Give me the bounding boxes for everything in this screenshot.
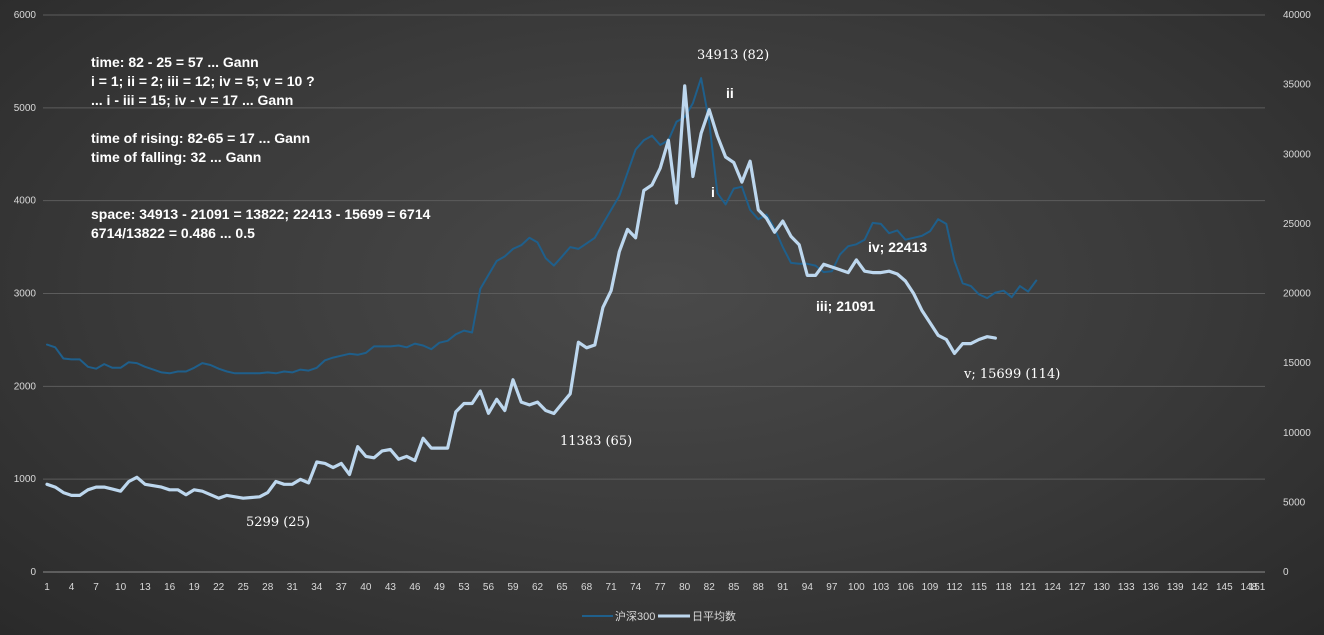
annotation-note-line: time of rising: 82-65 = 17 ... Gann	[91, 130, 310, 146]
series-line-hs300	[46, 77, 1038, 375]
annotation-note-line: ... i - iii = 15; iv - v = 17 ... Gann	[91, 92, 293, 108]
left-tick-label: 0	[30, 567, 36, 578]
x-tick-label: 28	[262, 582, 274, 593]
x-tick-label: 7	[93, 582, 99, 593]
point-label: v; 15699 (114)	[963, 367, 1060, 382]
x-tick-label: 103	[873, 582, 890, 593]
left-tick-label: 5000	[14, 103, 37, 114]
annotation-notes: time: 82 - 25 = 57 ... Gann i = 1; ii = 2…	[91, 54, 431, 241]
x-tick-label: 10	[115, 582, 127, 593]
x-tick-label: 127	[1069, 582, 1086, 593]
x-tick-label: 34	[311, 582, 323, 593]
right-tick-label: 10000	[1283, 428, 1311, 439]
x-tick-label: 77	[655, 582, 667, 593]
x-tick-label: 59	[507, 582, 519, 593]
x-tick-label: 43	[385, 582, 397, 593]
x-tick-label: 142	[1191, 582, 1208, 593]
x-tick-label: 65	[557, 582, 569, 593]
right-tick-label: 20000	[1283, 289, 1311, 300]
x-tick-label: 118	[996, 582, 1012, 593]
x-tick-label: 16	[164, 582, 176, 593]
x-tick-label: 25	[238, 582, 250, 593]
point-label: i	[711, 184, 715, 200]
series-line-daily-average	[45, 84, 998, 500]
right-tick-label: 0	[1283, 567, 1289, 578]
x-tick-label: 40	[360, 582, 372, 593]
right-tick-label: 40000	[1283, 10, 1311, 21]
x-tick-label: 13	[140, 582, 152, 593]
x-tick-label: 31	[287, 582, 299, 593]
right-tick-label: 30000	[1283, 149, 1311, 160]
left-tick-label: 2000	[14, 381, 37, 392]
x-tick-label: 91	[777, 582, 789, 593]
point-label: 11383 (65)	[560, 434, 632, 449]
x-tick-label: 145	[1216, 582, 1233, 593]
x-tick-label: 115	[971, 582, 987, 593]
x-tick-label: 46	[409, 582, 421, 593]
x-tick-label: 112	[947, 582, 963, 593]
right-tick-label: 5000	[1283, 497, 1306, 508]
left-tick-label: 1000	[14, 474, 37, 485]
x-tick-label: 80	[679, 582, 691, 593]
point-label: ii	[726, 85, 734, 101]
point-label: 34913 (82)	[697, 48, 769, 63]
x-tick-label: 88	[753, 582, 765, 593]
x-tick-label: 106	[897, 582, 914, 593]
point-label: 5299 (25)	[246, 515, 310, 530]
annotation-note-line: space: 34913 - 21091 = 13822; 22413 - 15…	[91, 206, 431, 222]
x-tick-label: 37	[336, 582, 348, 593]
left-tick-label: 4000	[14, 196, 37, 207]
legend-label-daily-average: 日平均数	[692, 610, 736, 623]
point-label: iv; 22413	[868, 239, 927, 255]
annotation-note-line: i = 1; ii = 2; iii = 12; iv = 5; v = 10 …	[91, 73, 315, 89]
x-tick-label: 62	[532, 582, 544, 593]
x-tick-label: 148	[1240, 582, 1257, 593]
x-tick-label: 139	[1167, 582, 1184, 593]
x-tick-label: 124	[1044, 582, 1061, 593]
x-tick-label: 133	[1118, 582, 1135, 593]
x-tick-label: 74	[630, 582, 642, 593]
x-tick-label: 121	[1020, 582, 1037, 593]
x-tick-label: 97	[826, 582, 838, 593]
x-tick-label: 19	[189, 582, 201, 593]
annotation-note-line: time: 82 - 25 = 57 ... Gann	[91, 54, 259, 70]
point-label: iii; 21091	[816, 298, 875, 314]
x-tick-label: 109	[922, 582, 939, 593]
x-tick-label: 82	[704, 582, 716, 593]
x-tick-label: 53	[458, 582, 470, 593]
x-tick-label: 130	[1093, 582, 1110, 593]
x-tick-label: 49	[434, 582, 446, 593]
x-tick-label: 68	[581, 582, 593, 593]
x-tick-label: 100	[848, 582, 865, 593]
x-tick-label: 1	[44, 582, 50, 593]
annotation-note-line: time of falling: 32 ... Gann	[91, 149, 261, 165]
x-tick-label: 56	[483, 582, 495, 593]
x-tick-label: 94	[802, 582, 814, 593]
annotation-note-line: 6714/13822 = 0.486 ... 0.5	[91, 225, 255, 241]
left-tick-label: 3000	[14, 289, 37, 300]
x-tick-label: 151	[1249, 582, 1266, 593]
right-tick-label: 15000	[1283, 358, 1311, 369]
right-tick-label: 25000	[1283, 219, 1311, 230]
left-tick-label: 6000	[14, 10, 37, 21]
right-tick-label: 35000	[1283, 80, 1311, 91]
legend-label-hs300: 沪深300	[615, 609, 655, 623]
x-tick-label: 4	[69, 582, 75, 593]
x-tick-label: 22	[213, 582, 225, 593]
x-tick-label: 71	[606, 582, 618, 593]
x-tick-label: 85	[728, 582, 740, 593]
legend: 沪深300 日平均数	[582, 609, 736, 623]
x-tick-label: 136	[1142, 582, 1159, 593]
